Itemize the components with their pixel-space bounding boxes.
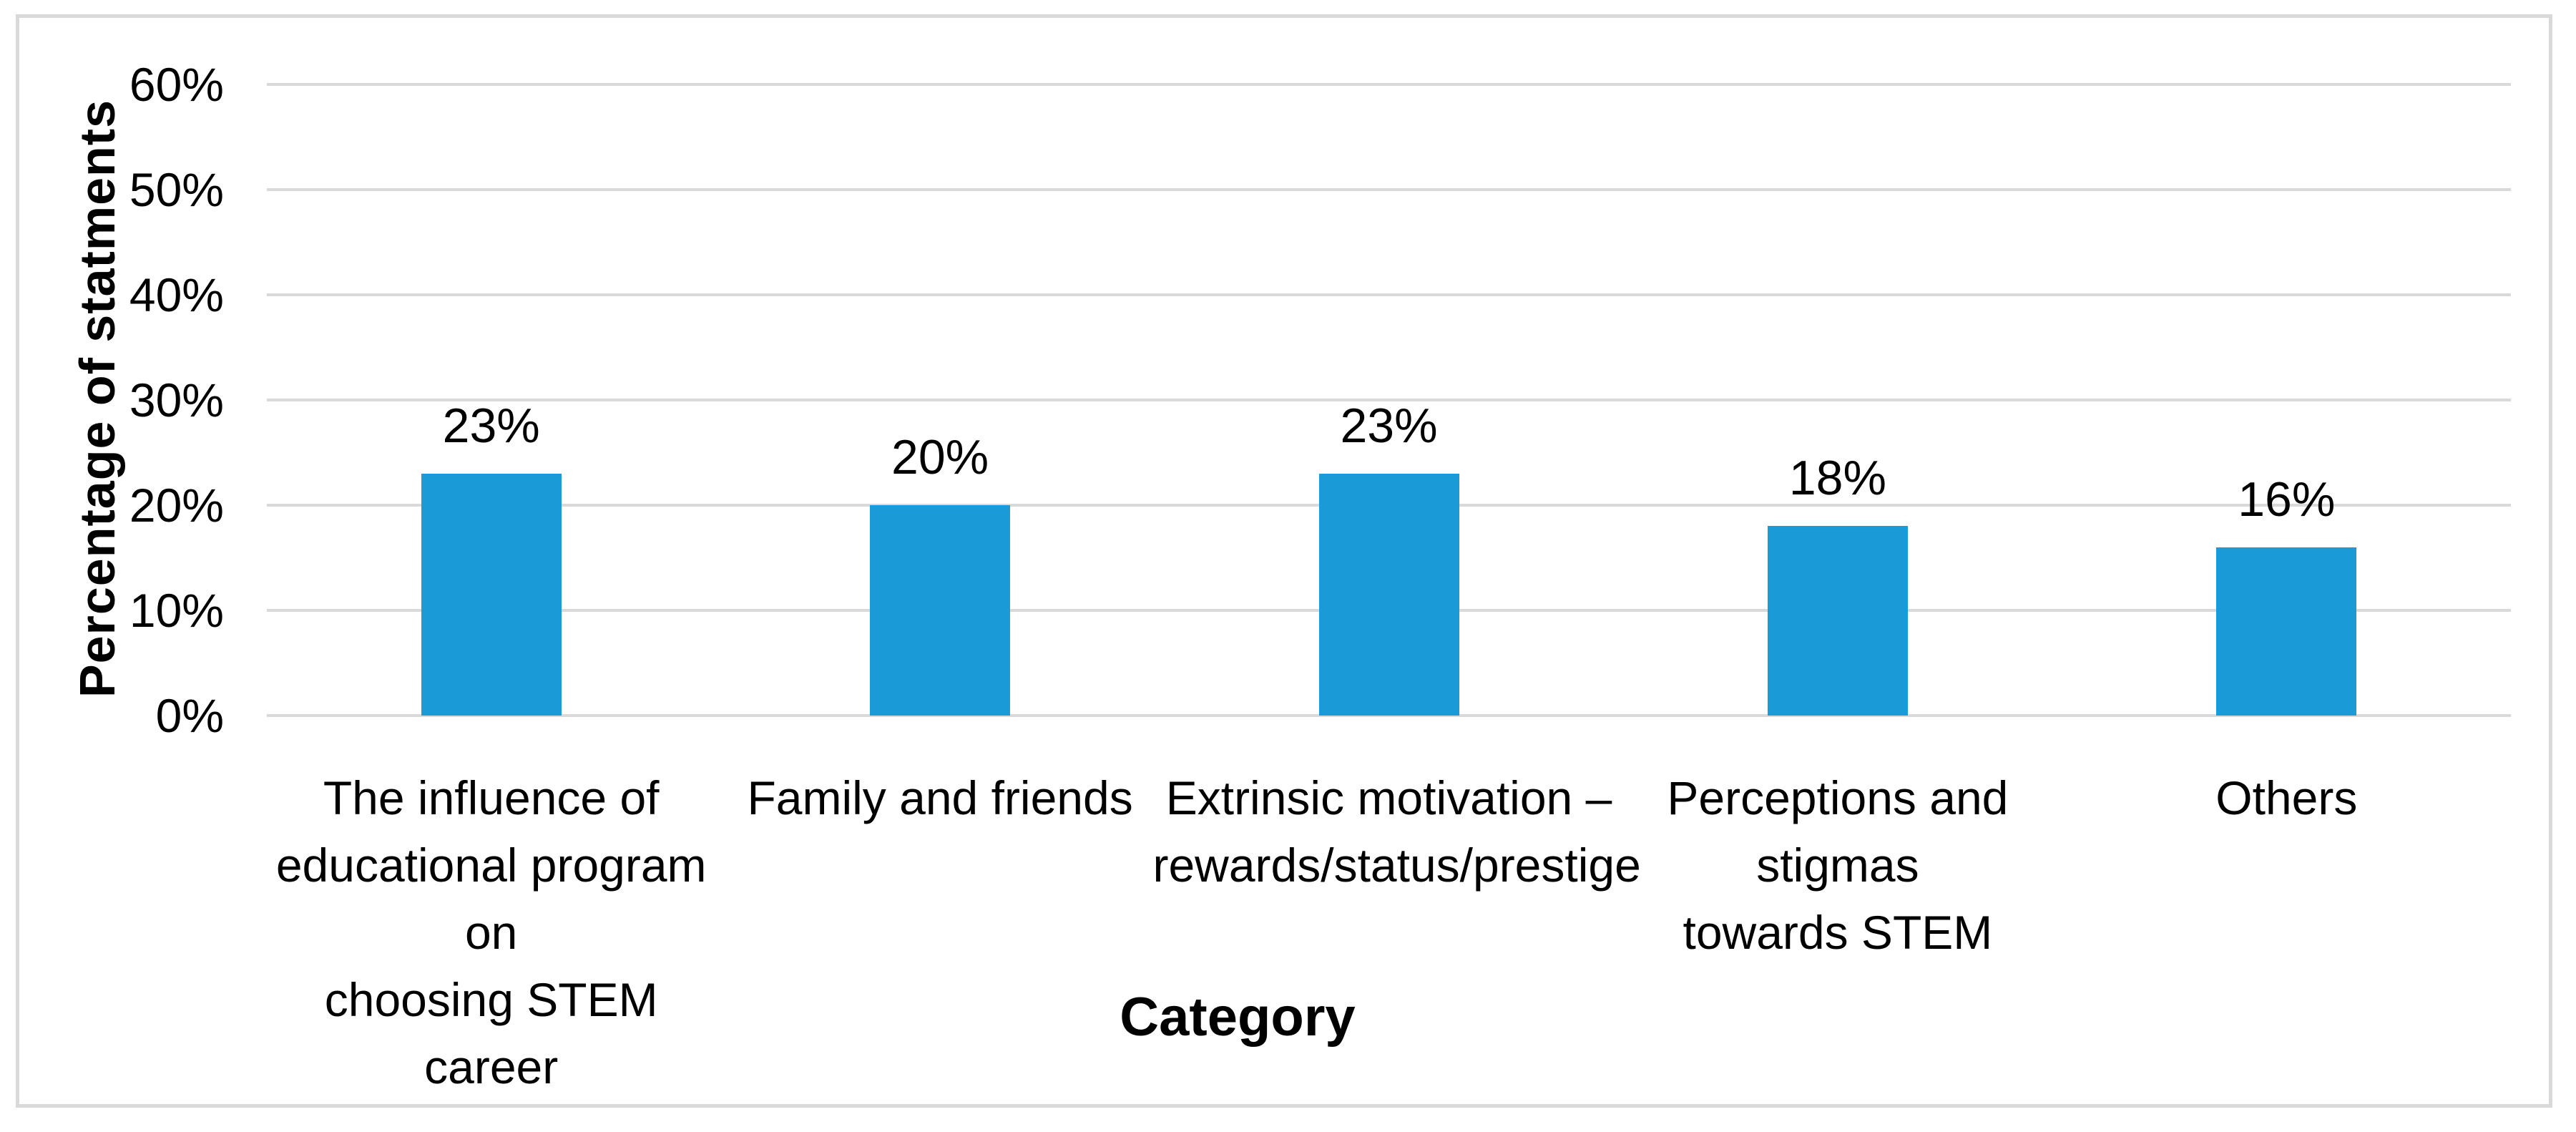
category-label-1: The influence of educational program on … [275,771,707,1093]
gridline-50% [267,188,2511,191]
category-label-2: Family and friends [747,771,1133,824]
category-label-3: Extrinsic motivation – rewards/status/pr… [1152,771,1641,892]
y-tick-label-10%: 10% [129,584,224,637]
bar-3 [1318,473,1459,716]
y-tick-label-30%: 30% [129,374,224,426]
bar-value-label-4: 18% [1788,451,1886,506]
bar-5 [2216,547,2357,716]
gridline-40% [267,293,2511,296]
category-label-5: Others [2215,771,2358,824]
gridline-60% [267,83,2511,86]
bar-value-label-5: 16% [2238,472,2336,527]
y-tick-label-20%: 20% [129,479,224,532]
bar-4 [1767,526,1908,716]
y-tick-label-60%: 60% [129,58,224,111]
gridline-30% [267,399,2511,401]
bar-2 [870,505,1011,716]
y-tick-label-50%: 50% [129,163,224,216]
y-tick-label-40%: 40% [129,268,224,321]
bar-1 [421,473,562,716]
x-axis-title: Category [1120,987,1356,1048]
gridline-0% [267,714,2511,717]
bar-value-label-2: 20% [891,430,989,484]
y-tick-label-0%: 0% [155,689,224,742]
category-label-4: Perceptions and stigmas towards STEM [1667,771,2009,959]
bar-value-label-3: 23% [1340,398,1438,453]
bar-value-label-1: 23% [442,398,540,453]
